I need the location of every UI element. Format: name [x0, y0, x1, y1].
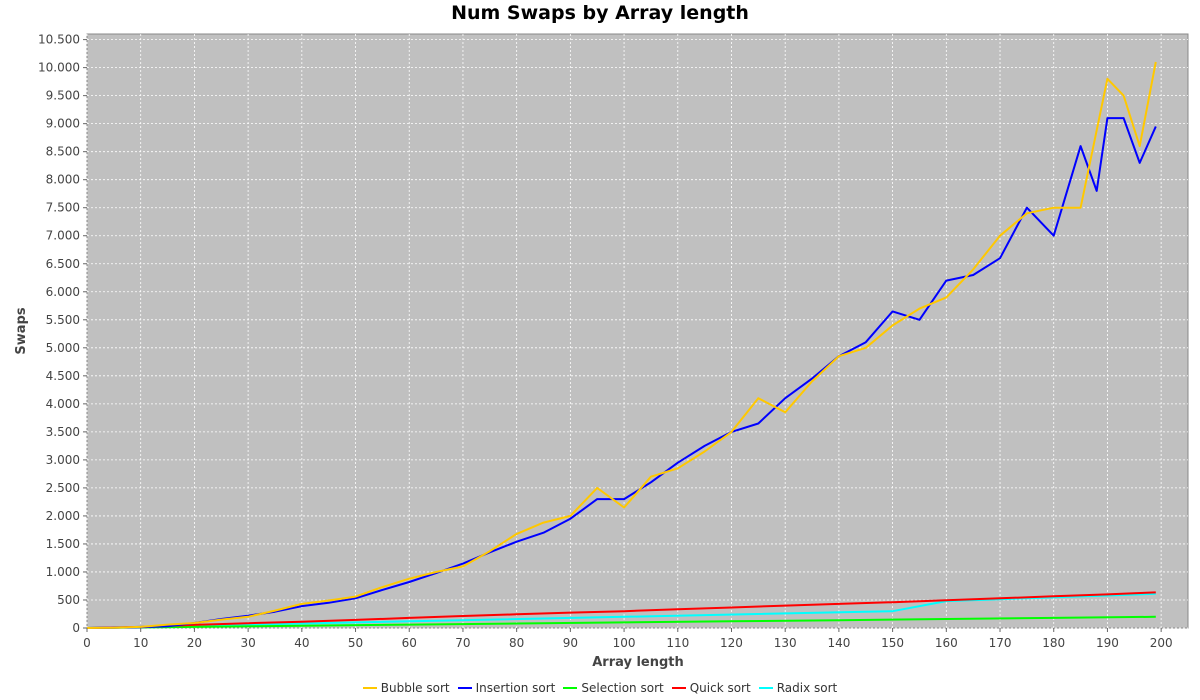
legend-label: Selection sort [581, 681, 664, 695]
y-tick-label: 4.000 [46, 397, 80, 411]
y-tick-label: 9.000 [46, 117, 80, 131]
legend-swatch [563, 686, 578, 689]
y-tick-label: 5.000 [46, 341, 80, 355]
x-tick-label: 10 [133, 636, 148, 650]
x-tick-label: 80 [509, 636, 524, 650]
y-tick-label: 0 [72, 621, 80, 635]
x-tick-label: 110 [666, 636, 689, 650]
x-tick-label: 170 [989, 636, 1012, 650]
y-tick-label: 6.500 [46, 257, 80, 271]
x-tick-label: 40 [294, 636, 309, 650]
legend-item: Selection sort [563, 681, 664, 695]
y-axis-label: Swaps [14, 307, 29, 354]
legend-item: Quick sort [671, 681, 751, 695]
legend-label: Bubble sort [380, 681, 450, 695]
chart-legend: Bubble sort Insertion sort Selection sort Q… [0, 681, 1200, 695]
y-tick-label: 2.500 [46, 481, 80, 495]
y-tick-label: 4.500 [46, 369, 80, 383]
x-tick-label: 50 [348, 636, 363, 650]
legend-item: Radix sort [758, 681, 838, 695]
y-tick-label: 6.000 [46, 285, 80, 299]
legend-label: Quick sort [689, 681, 751, 695]
legend-swatch [758, 686, 773, 689]
x-tick-label: 120 [720, 636, 743, 650]
series-line-bubble-sort [86, 61, 1157, 629]
x-tick-label: 60 [402, 636, 417, 650]
y-tick-label: 1.000 [46, 565, 80, 579]
legend-swatch [671, 686, 686, 689]
plot-background [86, 33, 1189, 629]
legend-swatch [457, 686, 472, 689]
legend-swatch [362, 686, 377, 689]
y-tick-label: 3.500 [46, 425, 80, 439]
y-tick-label: 10.500 [38, 33, 80, 47]
x-tick-label: 190 [1096, 636, 1119, 650]
y-tick-label: 10.000 [38, 61, 80, 75]
series-line-selection-sort [86, 615, 1156, 629]
y-tick-label: 8.000 [46, 173, 80, 187]
x-tick-label: 90 [563, 636, 578, 650]
x-tick-label: 160 [935, 636, 958, 650]
series-line-insertion-sort [86, 117, 1157, 629]
axes: 0 10 20 30 40 50 60 70 80 90 100 110 120 130 140 150 160… [38, 33, 1173, 650]
grid-lines [86, 34, 1188, 629]
y-tick-label: 7.000 [46, 229, 80, 243]
legend-item: Bubble sort [362, 681, 450, 695]
x-tick-label: 70 [455, 636, 470, 650]
legend-label: Radix sort [776, 681, 838, 695]
y-tick-label: 3.000 [46, 453, 80, 467]
x-tick-label: 30 [240, 636, 255, 650]
series-lines [86, 61, 1157, 629]
x-tick-label: 130 [774, 636, 797, 650]
x-tick-label: 100 [613, 636, 636, 650]
x-tick-label: 200 [1150, 636, 1173, 650]
legend-item: Insertion sort [457, 681, 556, 695]
y-tick-label: 8.500 [46, 145, 80, 159]
y-tick-label: 7.500 [46, 201, 80, 215]
y-tick-label: 5.500 [46, 313, 80, 327]
legend-label: Insertion sort [475, 681, 556, 695]
y-tick-label: 9.500 [46, 89, 80, 103]
x-axis-label: Array length [592, 655, 684, 670]
x-tick-label: 20 [187, 636, 202, 650]
y-tick-label: 500 [57, 593, 80, 607]
x-tick-label: 180 [1042, 636, 1065, 650]
x-tick-label: 0 [83, 636, 91, 650]
x-tick-label: 150 [881, 636, 904, 650]
series-line-quick-sort [86, 591, 1156, 629]
x-tick-label: 140 [827, 636, 850, 650]
y-tick-label: 2.000 [46, 509, 80, 523]
y-tick-label: 1.500 [46, 537, 80, 551]
chart-title: Num Swaps by Array length [451, 2, 749, 24]
